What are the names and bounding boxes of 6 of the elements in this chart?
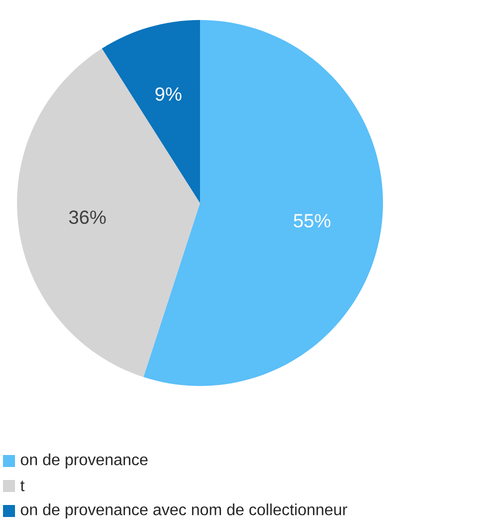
data-label: 55% xyxy=(294,214,330,228)
legend-label: on de provenance xyxy=(20,454,148,468)
data-label: 36% xyxy=(69,210,106,224)
legend-label: t xyxy=(20,480,25,492)
data-label: 9% xyxy=(156,87,182,101)
legend-label: on de provenance avec nom de collectionneur xyxy=(20,504,348,518)
